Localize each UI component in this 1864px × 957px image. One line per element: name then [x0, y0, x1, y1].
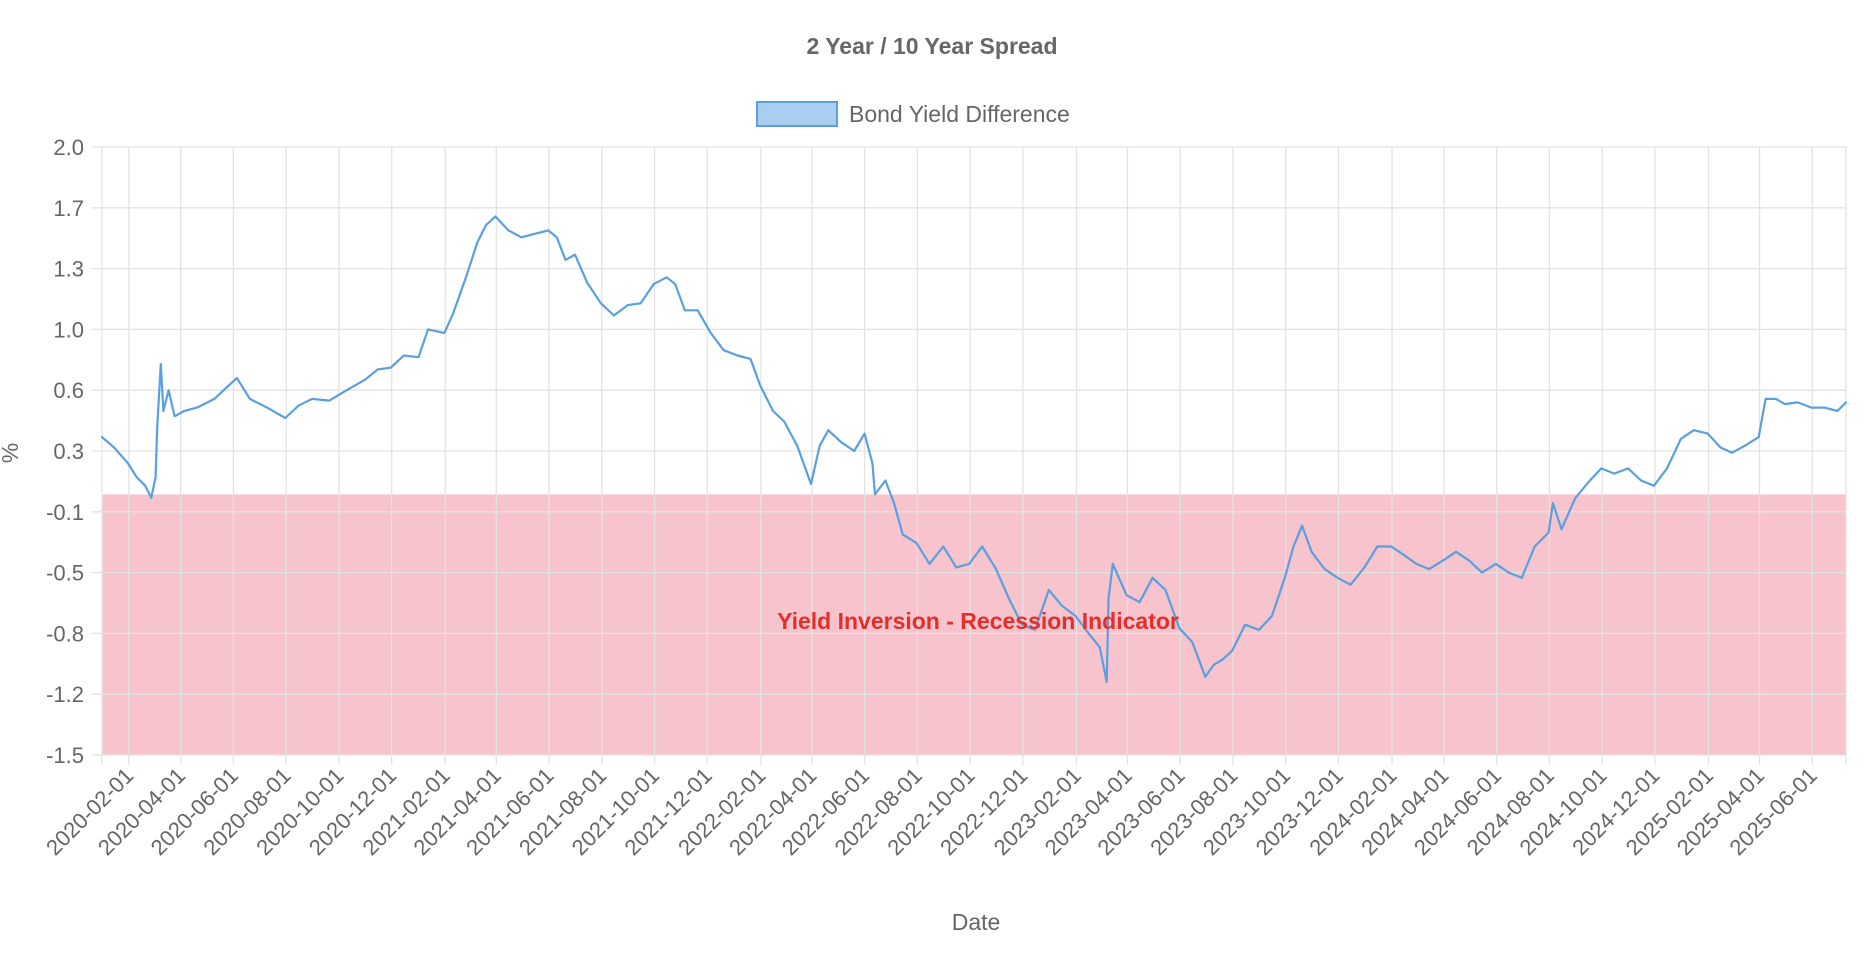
inversion-annotation: Yield Inversion - Recession Indicator [777, 608, 1179, 634]
y-tick-label: 1.0 [53, 317, 84, 342]
y-tick-label: 1.7 [53, 196, 84, 221]
x-axis-label: Date [952, 909, 1001, 935]
y-tick-label: -0.1 [46, 500, 84, 525]
y-tick-label: -0.8 [46, 621, 84, 646]
y-tick-label: -1.2 [46, 682, 84, 707]
y-tick-label: 0.6 [53, 378, 84, 403]
y-tick-label: 0.3 [53, 439, 84, 464]
legend-swatch[interactable] [756, 101, 838, 127]
y-tick-label: -1.5 [46, 743, 84, 768]
chart-title: 2 Year / 10 Year Spread [806, 33, 1057, 59]
legend[interactable]: Bond Yield Difference [756, 101, 1070, 127]
legend-label[interactable]: Bond Yield Difference [849, 101, 1070, 127]
inversion-band [102, 494, 1846, 755]
series-line-bond-yield-difference[interactable] [100, 215, 1848, 684]
y-axis-label: % [0, 443, 23, 463]
y-tick-label: 1.3 [53, 257, 84, 282]
y-tick-label: -0.5 [46, 561, 84, 586]
y-tick-label: 2.0 [53, 135, 84, 160]
